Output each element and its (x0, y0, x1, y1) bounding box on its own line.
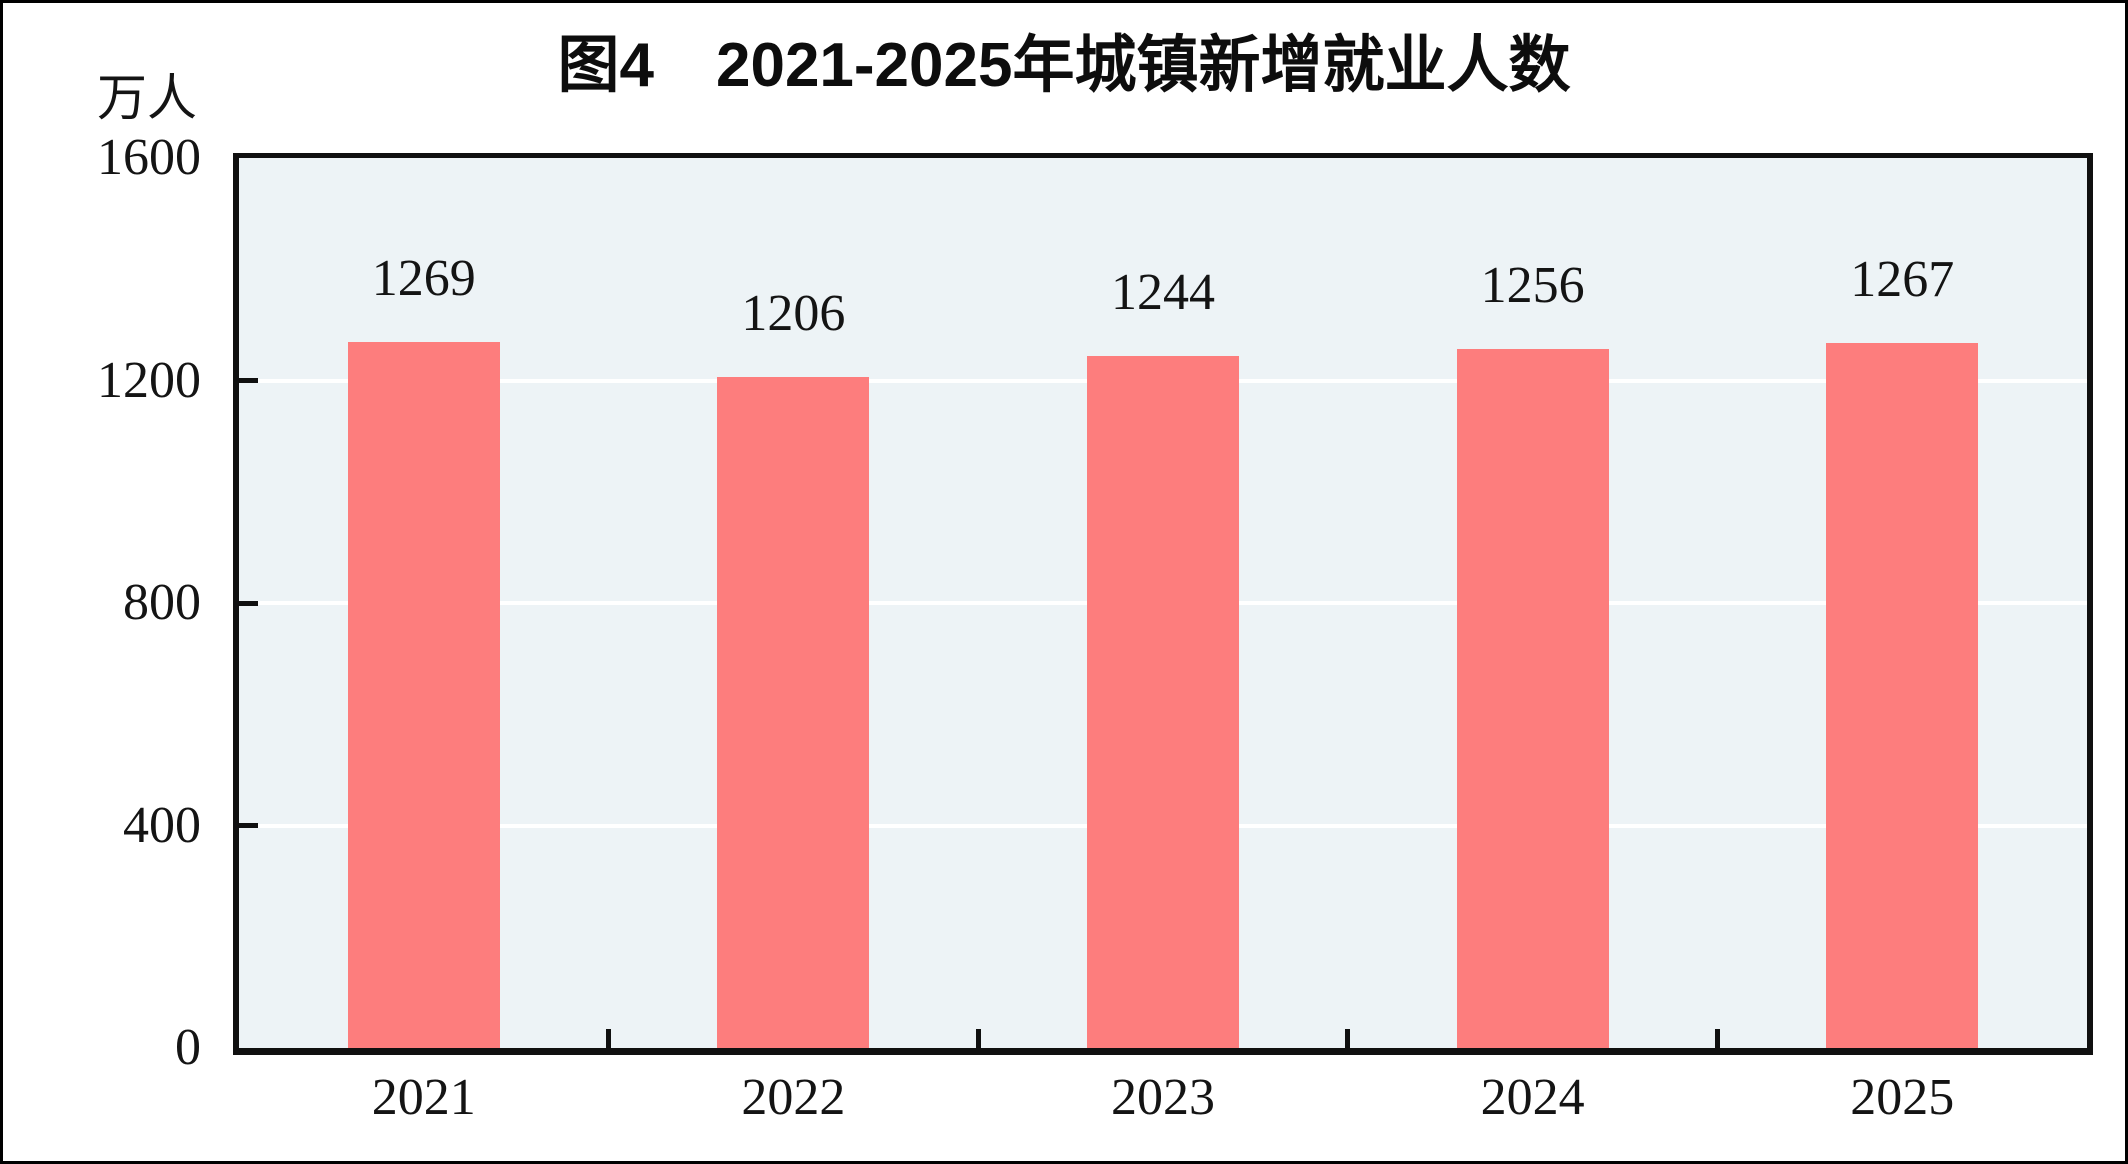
x-axis-tick-mark-3 (1345, 1029, 1351, 1048)
x-axis-tick-mark-1 (606, 1029, 612, 1048)
y-axis-unit-label: 万人 (97, 70, 197, 126)
bar-2025 (1826, 343, 1979, 1048)
x-axis-tick-label-2021: 2021 (371, 1069, 476, 1126)
bar-2024 (1456, 349, 1609, 1048)
y-axis-tick-mark-400 (235, 823, 258, 828)
y-axis-tick-label-0: 0 (175, 1019, 201, 1076)
y-axis-tick-mark-800 (235, 600, 258, 606)
bar-value-label-2022: 1206 (741, 285, 846, 343)
bar-value-label-2025: 1267 (1850, 251, 1955, 309)
chart-title: 图4 2021-2025年城镇新增就业人数 (557, 31, 1571, 100)
x-axis-tick-label-2025: 2025 (1850, 1069, 1955, 1126)
bar-2023 (1087, 356, 1239, 1048)
bar-value-label-2023: 1244 (1111, 264, 1215, 322)
bar-2021 (347, 342, 500, 1048)
x-axis-tick-label-2024: 2024 (1480, 1069, 1585, 1126)
y-axis-tick-label-1600: 1600 (97, 129, 201, 186)
x-axis-tick-mark-4 (1714, 1029, 1720, 1048)
x-axis-tick-label-2023: 2023 (1111, 1069, 1215, 1126)
y-axis-tick-label-800: 800 (123, 574, 201, 631)
y-axis-tick-label-400: 400 (123, 796, 201, 854)
y-axis-tick-mark-1200 (235, 378, 258, 383)
bar-value-label-2021: 1269 (371, 250, 476, 308)
y-axis-tick-label-1200: 1200 (97, 351, 201, 409)
plot-frame (233, 153, 2093, 1055)
bar-value-label-2024: 1256 (1480, 257, 1585, 315)
chart-layer: 0 400 800 1200 1600 1269 2021 1206 2022 1244 2023 1… (3, 3, 2125, 1161)
bar-2022 (717, 377, 870, 1048)
x-axis-tick-mark-2 (975, 1029, 981, 1048)
x-axis-tick-label-2022: 2022 (741, 1069, 846, 1126)
